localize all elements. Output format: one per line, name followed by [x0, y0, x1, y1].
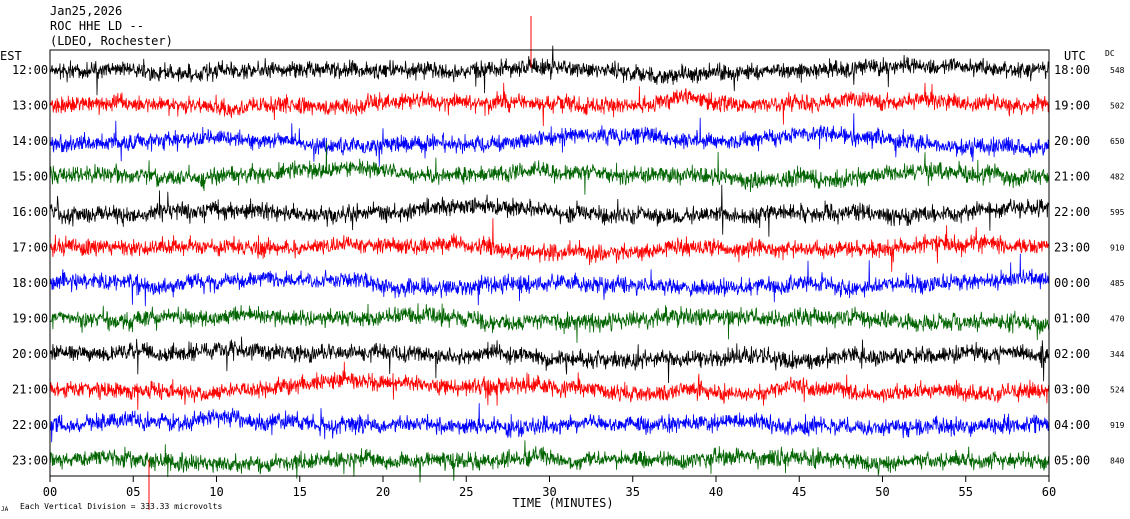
x-tick-label-00: 00 [43, 485, 57, 499]
est-label-3: 15:00 [12, 170, 48, 184]
est-label-9: 21:00 [12, 383, 48, 397]
dc-label-4: 595 [1110, 208, 1125, 217]
trace-1300 [49, 82, 1050, 127]
dc-label-3: 482 [1110, 173, 1125, 182]
est-label-10: 22:00 [12, 418, 48, 432]
dc-label-11: 840 [1110, 457, 1125, 466]
trace-1900 [49, 303, 1050, 343]
title-line-1: Jan25,2026 [50, 4, 122, 18]
est-label-2: 14:00 [12, 134, 48, 148]
trace-2100 [49, 361, 1050, 410]
x-tick-label-15: 15 [293, 485, 307, 499]
utc-label-1: 19:00 [1054, 99, 1090, 113]
corner-mark: JA [1, 506, 9, 513]
trace-1800 [49, 253, 1050, 307]
x-tick-label-40: 40 [709, 485, 723, 499]
x-tick-label-30: 30 [542, 485, 556, 499]
utc-label-0: 18:00 [1054, 63, 1090, 77]
x-tick-label-20: 20 [376, 485, 390, 499]
dc-label-2: 650 [1110, 137, 1125, 146]
seismic-traces [49, 16, 1050, 510]
dc-label-10: 919 [1110, 421, 1125, 430]
trace-1600 [49, 184, 1050, 237]
utc-label-9: 03:00 [1054, 383, 1090, 397]
est-label-4: 16:00 [12, 205, 48, 219]
est-label-0: 12:00 [12, 63, 48, 77]
utc-label-11: 05:00 [1054, 454, 1090, 468]
row-labels: 12:00 18:00 548 13:00 19:00 502 14:00 20:00 650 1… [12, 63, 1125, 468]
dc-label-7: 470 [1110, 315, 1125, 324]
plot-frame [49, 49, 1050, 477]
x-tick-label-60: 60 [1042, 485, 1056, 499]
utc-label-2: 20:00 [1054, 134, 1090, 148]
utc-label-8: 02:00 [1054, 347, 1090, 361]
est-label-5: 17:00 [12, 241, 48, 255]
est-header: EST [0, 49, 22, 63]
est-label-11: 23:00 [12, 454, 48, 468]
est-label-7: 19:00 [12, 312, 48, 326]
x-axis-ticks: 00 05 10 15 20 25 30 35 40 45 50 55 60 [43, 476, 1056, 499]
dc-label-0: 548 [1110, 66, 1125, 75]
utc-label-10: 04:00 [1054, 418, 1090, 432]
title-line-3: (LDEO, Rochester) [50, 34, 173, 48]
trace-1200 [49, 45, 1050, 96]
dc-label-1: 502 [1110, 102, 1125, 111]
x-tick-label-55: 55 [959, 485, 973, 499]
utc-label-5: 23:00 [1054, 241, 1090, 255]
x-tick-label-35: 35 [626, 485, 640, 499]
title-line-2: ROC HHE LD -- [50, 19, 144, 33]
est-label-8: 20:00 [12, 347, 48, 361]
x-tick-label-50: 50 [875, 485, 889, 499]
trace-2300 [49, 440, 1050, 483]
trace-1700 [49, 218, 1050, 272]
utc-label-6: 00:00 [1054, 276, 1090, 290]
trace-1400 [49, 113, 1050, 167]
x-tick-label-25: 25 [459, 485, 473, 499]
est-label-6: 18:00 [12, 276, 48, 290]
est-label-1: 13:00 [12, 99, 48, 113]
trace-1500 [49, 141, 1050, 195]
utc-label-3: 21:00 [1054, 170, 1090, 184]
dc-label-5: 910 [1110, 244, 1125, 253]
x-tick-label-10: 10 [209, 485, 223, 499]
dc-header: DC [1105, 49, 1115, 58]
footer-scale-note: Each Vertical Division = 333.33 microvol… [20, 502, 222, 511]
x-axis-label: TIME (MINUTES) [512, 496, 613, 510]
x-tick-label-45: 45 [792, 485, 806, 499]
x-tick-label-05: 05 [126, 485, 140, 499]
utc-label-4: 22:00 [1054, 205, 1090, 219]
dc-label-9: 524 [1110, 386, 1125, 395]
utc-header: UTC [1064, 49, 1086, 63]
trace-2200 [49, 403, 1050, 443]
dc-label-8: 344 [1110, 350, 1125, 359]
trace-2000 [49, 336, 1050, 384]
dc-label-6: 485 [1110, 279, 1125, 288]
utc-label-7: 01:00 [1054, 312, 1090, 326]
